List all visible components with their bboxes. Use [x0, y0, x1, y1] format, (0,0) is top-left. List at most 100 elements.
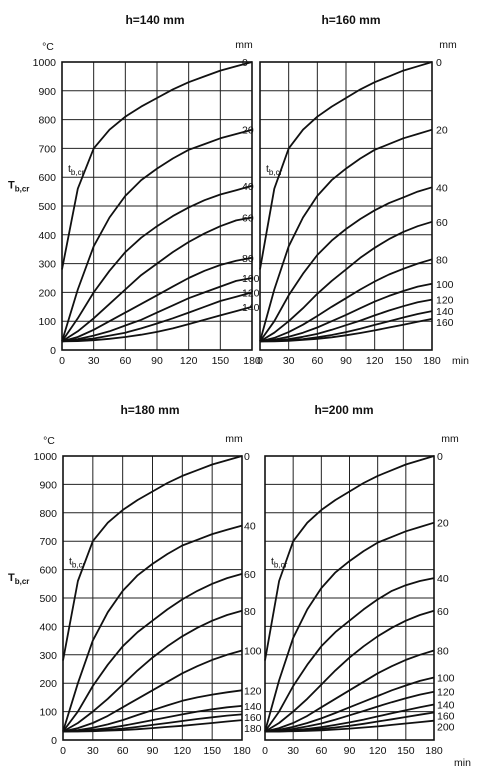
- plot-frame: [61, 61, 253, 351]
- y-tick-label: 500: [38, 201, 56, 213]
- curve-depth-100: [62, 649, 243, 733]
- inline-tbcr-label-main: t: [69, 555, 72, 567]
- y-axis-title-main: T: [8, 180, 15, 192]
- depth-unit-label: mm: [441, 433, 459, 445]
- y-axis-title: Tb,cr: [8, 180, 29, 194]
- x-tick-label: 60: [119, 355, 131, 367]
- depth-label-140: 140: [242, 302, 260, 314]
- y-tick-label: 0: [51, 735, 57, 747]
- depth-label-20: 20: [436, 125, 448, 137]
- x-tick-label: 150: [397, 745, 415, 757]
- x-tick-label: 120: [369, 745, 387, 757]
- curve-depth-140: [61, 305, 253, 343]
- depth-label-120: 120: [242, 287, 260, 299]
- chart-panel-4: h=200 mm 0 30 60 90 120 150 180 min mm tb,cr 0 20 40 6…: [262, 403, 471, 769]
- depth-label-160: 160: [437, 711, 455, 723]
- x-tick-label: 120: [180, 355, 198, 367]
- depth-label-100: 100: [242, 273, 260, 285]
- curve-depth-80: [264, 649, 435, 733]
- y-tick-label: 500: [39, 593, 57, 605]
- y-unit-label: °C: [43, 435, 55, 447]
- depth-label-80: 80: [437, 646, 449, 658]
- depth-label-120: 120: [437, 687, 455, 699]
- y-axis-title: Tb,cr: [8, 572, 29, 586]
- depth-label-100: 100: [244, 646, 262, 658]
- x-tick-label: 90: [340, 355, 352, 367]
- y-tick-label: 600: [39, 565, 57, 577]
- x-tick-label: 150: [395, 355, 413, 367]
- depth-label-0: 0: [437, 451, 443, 463]
- depth-label-40: 40: [437, 573, 449, 585]
- x-tick-label: 90: [147, 745, 159, 757]
- x-tick-label: 30: [88, 355, 100, 367]
- y-tick-label: 900: [39, 479, 57, 491]
- depth-label-160: 160: [244, 712, 262, 724]
- x-tick-label: 60: [315, 745, 327, 757]
- x-tick-label: 30: [87, 745, 99, 757]
- y-tick-label: 100: [38, 316, 56, 328]
- x-tick-label: 0: [257, 355, 263, 367]
- curve-depth-0: [264, 455, 435, 661]
- depth-unit-label: mm: [439, 39, 457, 51]
- chart-panel-2: h=160 mm 0 30 60 90 120 150 180 min mm tb,cr 0 20 40 6…: [257, 13, 469, 367]
- grid-lines: [61, 61, 253, 351]
- depth-label-40: 40: [436, 182, 448, 194]
- inline-tbcr-label: tb,cr: [271, 555, 288, 569]
- y-tick-label: 300: [39, 650, 57, 662]
- curve-depth-200: [265, 719, 435, 733]
- y-tick-label: 0: [50, 345, 56, 357]
- depth-label-100: 100: [436, 279, 454, 291]
- plot-frame: [259, 61, 433, 351]
- inline-tbcr-label-main: t: [271, 555, 274, 567]
- y-tick-label: 300: [38, 259, 56, 271]
- inline-tbcr-label-subscript: b,cr: [269, 168, 283, 177]
- inline-tbcr-label: tb,cr: [68, 163, 85, 177]
- x-tick-label: 0: [60, 745, 66, 757]
- depth-unit-label: mm: [225, 433, 243, 445]
- chart-title: h=140 mm: [125, 13, 184, 27]
- x-tick-label: 150: [212, 355, 230, 367]
- curve-depth-40: [259, 186, 433, 342]
- y-axis-title-subscript: b,cr: [15, 577, 30, 586]
- y-axis-title-subscript: b,cr: [15, 185, 30, 194]
- curve-depth-120: [264, 690, 435, 733]
- depth-label-40: 40: [242, 181, 254, 193]
- x-tick-label: 150: [203, 745, 221, 757]
- depth-label-140: 140: [244, 701, 262, 713]
- y-tick-label: 700: [38, 143, 56, 155]
- x-tick-label: 60: [117, 745, 129, 757]
- depth-label-120: 120: [244, 685, 262, 697]
- depth-label-0: 0: [242, 57, 248, 69]
- y-tick-label: 200: [39, 678, 57, 690]
- inline-tbcr-label-main: t: [68, 163, 71, 175]
- curve-depth-20: [259, 128, 433, 342]
- x-unit-label: min: [452, 355, 469, 367]
- depth-label-200: 200: [437, 722, 455, 734]
- depth-label-80: 80: [244, 606, 256, 618]
- y-tick-label: 700: [39, 536, 57, 548]
- curve-depth-60: [264, 609, 435, 733]
- depth-label-60: 60: [436, 217, 448, 229]
- depth-label-20: 20: [242, 125, 254, 137]
- y-tick-label: 600: [38, 172, 56, 184]
- y-tick-label: 1000: [34, 451, 58, 463]
- depth-label-140: 140: [436, 306, 454, 318]
- depth-unit-label: mm: [235, 39, 253, 51]
- inline-tbcr-label-subscript: b,cr: [274, 560, 288, 569]
- y-tick-label: 400: [39, 621, 57, 633]
- curve-depth-180: [63, 719, 243, 733]
- y-tick-label: 100: [39, 707, 57, 719]
- x-tick-label: 90: [344, 745, 356, 757]
- x-tick-label: 120: [366, 355, 384, 367]
- depth-label-60: 60: [437, 606, 449, 618]
- curve-depth-100: [259, 282, 433, 343]
- inline-tbcr-label-subscript: b,cr: [71, 168, 85, 177]
- chart-panel-1: h=140 mm0306090120150180min0100200300400…: [8, 13, 261, 367]
- inline-tbcr-label-main: t: [266, 163, 269, 175]
- curve-depth-20: [264, 521, 435, 732]
- depth-label-140: 140: [437, 700, 455, 712]
- curve-depth-100: [264, 676, 435, 733]
- depth-label-80: 80: [436, 254, 448, 266]
- x-tick-label: 0: [59, 355, 65, 367]
